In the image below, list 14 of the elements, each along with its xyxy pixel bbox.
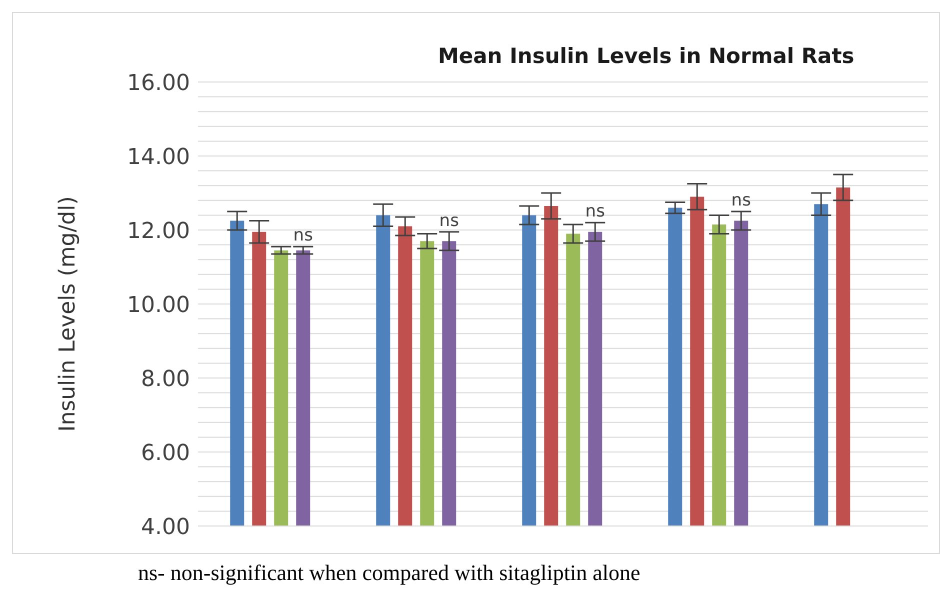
y-tick-label: 10.00 (127, 292, 190, 318)
y-tick-label: 14.00 (127, 144, 190, 170)
y-tick-label: 16.00 (127, 70, 190, 96)
y-tick-label: 6.00 (141, 440, 190, 466)
chart-title: Mean Insulin Levels in Normal Rats (438, 44, 854, 68)
data-label: ns (293, 226, 314, 246)
text: ns- non-significant when compared with sitagliptin alone (138, 560, 640, 586)
y-tick-label: 8.00 (141, 366, 190, 392)
y-tick-label: 4.00 (141, 514, 190, 540)
data-label: ns (439, 210, 460, 231)
data-label: ns (585, 202, 606, 222)
data-label: ns (731, 190, 752, 210)
y-axis-title: Insulin Levels (mg/dl) (56, 196, 80, 432)
y-tick-label: 12.00 (127, 218, 190, 244)
